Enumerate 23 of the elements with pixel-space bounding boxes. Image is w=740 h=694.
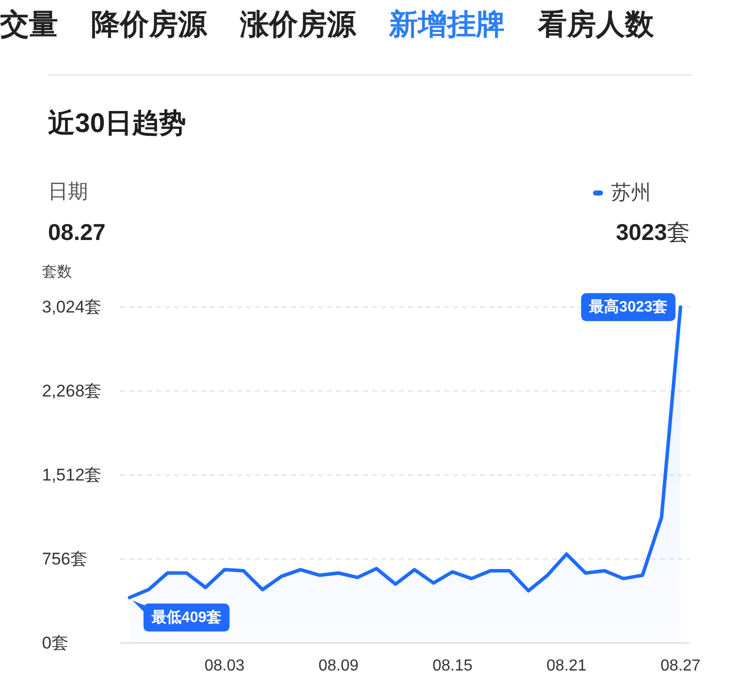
tab-label: 新增挂牌: [389, 9, 505, 41]
readout-label: 日期: [48, 181, 88, 203]
y-tick-label: 1,512套: [42, 466, 102, 484]
data-label: 最高3023套: [589, 298, 668, 316]
x-tick-label: 08.21: [546, 658, 587, 674]
y-tick-label: 2,268套: [42, 382, 102, 400]
tab-label: 降价房源: [91, 9, 207, 41]
readout-value: 08.27: [48, 219, 106, 245]
title: 近30日趋势: [48, 108, 186, 138]
x-tick-label: 08.09: [318, 658, 359, 674]
y-tick-label: 756套: [42, 550, 88, 568]
x-tick-label: 08.15: [432, 658, 473, 674]
tab-label: 交量: [0, 9, 58, 41]
tab-label: 看房人数: [538, 9, 654, 41]
data-label: 最低409套: [152, 609, 222, 626]
x-tick-label: 08.03: [204, 658, 245, 674]
y-tick-label: 3,024套: [42, 298, 102, 316]
y-tick-label: 0套: [42, 634, 68, 652]
legend-label: 苏州: [611, 182, 651, 204]
ylabel: 套数: [42, 264, 72, 280]
tab-label: 涨价房源: [240, 9, 356, 41]
x-tick-label: 08.27: [660, 658, 701, 674]
readout-value: 3023套: [616, 219, 690, 245]
